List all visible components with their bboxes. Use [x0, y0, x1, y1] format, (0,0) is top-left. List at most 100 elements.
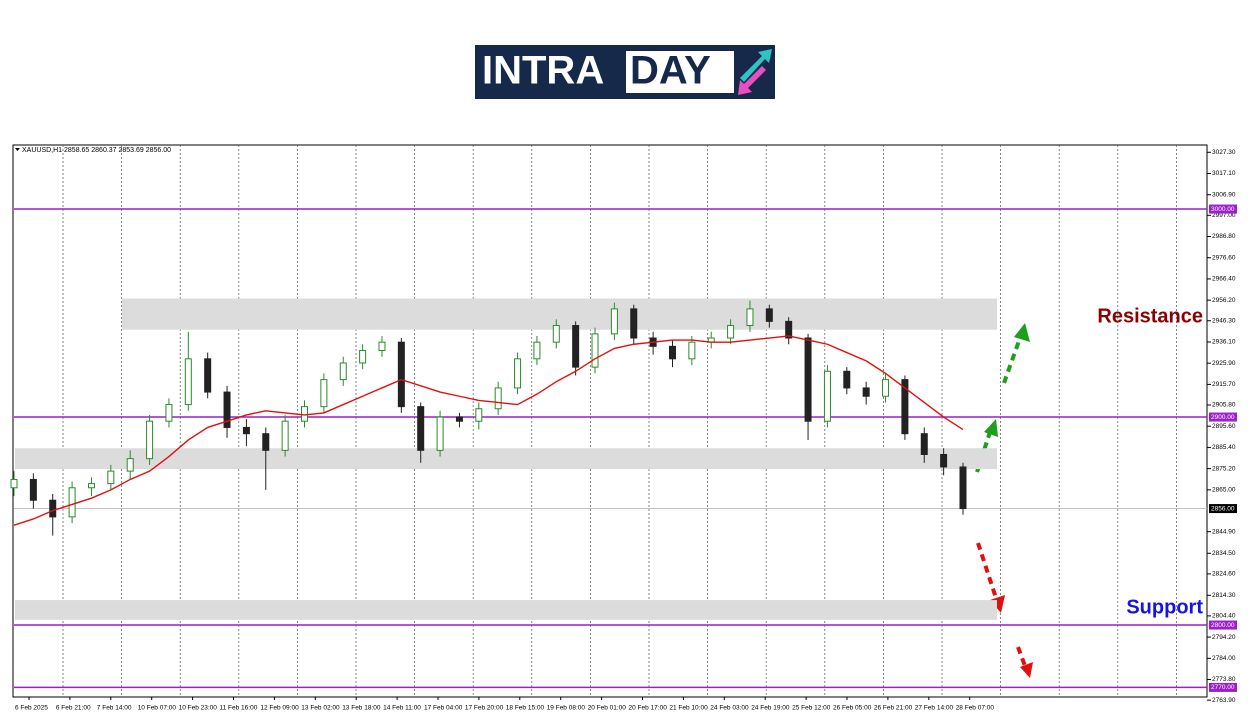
logo-left: INTRA: [482, 49, 604, 93]
y-tick-label: 2915.70: [1212, 381, 1236, 388]
logo-box: [626, 51, 734, 93]
candle-body: [417, 406, 425, 451]
y-tick-label: 2925.90: [1212, 360, 1236, 367]
candle-body: [920, 433, 928, 455]
candle-body: [320, 379, 328, 408]
candle-body: [940, 453, 948, 468]
candle-body: [591, 333, 599, 368]
candle-body: [862, 387, 870, 397]
y-tick-label: 2946.30: [1212, 317, 1236, 324]
candle-body: [184, 358, 192, 406]
candle-body: [223, 391, 231, 428]
level-tag-label: 3000.00: [1211, 206, 1235, 213]
candle-body: [262, 433, 270, 451]
moving-average: [13, 335, 964, 526]
y-tick-label: 2875.20: [1212, 465, 1236, 472]
candle-body: [552, 325, 560, 343]
candle-body: [823, 370, 831, 422]
candle-body: [668, 345, 676, 360]
candle-body: [68, 487, 76, 518]
candle-body: [49, 499, 57, 518]
y-tick-label: 2784.00: [1212, 655, 1236, 662]
candle-body: [126, 458, 134, 472]
x-tick-label: 13 Feb 18:00: [342, 705, 381, 712]
x-tick-label: 24 Feb 03:00: [710, 705, 749, 712]
x-tick-label: 11 Feb 16:00: [220, 705, 258, 712]
candle-body: [746, 308, 754, 327]
x-tick-label: 20 Feb 01:00: [588, 705, 627, 712]
y-tick-label: 2895.60: [1212, 423, 1236, 430]
candle-body: [339, 362, 347, 381]
candle-body: [533, 341, 541, 360]
x-tick-label: 18 Feb 15:00: [506, 705, 545, 712]
level-tag: [1209, 620, 1237, 630]
zone: [15, 448, 997, 470]
candle-body: [378, 341, 386, 351]
symbol-info: XAUUSD,H1 2858.65 2860.37 2853.69 2856.0…: [22, 147, 171, 154]
candle-body: [804, 337, 812, 422]
y-tick-label: 2956.20: [1212, 297, 1236, 304]
logo: INTRA DAY: [475, 45, 775, 99]
logo-arrow-up: [740, 49, 772, 82]
candle-body: [610, 308, 618, 335]
candle-body: [727, 325, 735, 339]
candle-body: [882, 379, 890, 397]
candle-body: [204, 358, 212, 393]
y-tick-label: 2966.40: [1212, 276, 1236, 283]
candle-body: [959, 466, 967, 510]
x-tick-label: 20 Feb 17:00: [629, 705, 668, 712]
arrow-down: [976, 542, 998, 599]
x-tick-label: 12 Feb 09:00: [260, 705, 299, 712]
x-tick-label: 25 Feb 12:00: [792, 705, 831, 712]
level-tag-label: 2770.00: [1211, 684, 1235, 691]
level-tag: [1209, 412, 1237, 422]
level-tag-label: 2900.00: [1211, 414, 1235, 421]
candle-body: [475, 408, 483, 422]
candle-body: [843, 370, 851, 389]
x-tick-label: 10 Feb 23:00: [179, 705, 218, 712]
x-tick-label: 21 Feb 10:00: [669, 705, 708, 712]
y-tick-label: 2976.60: [1212, 254, 1236, 261]
y-tick-label: 3017.10: [1212, 170, 1236, 177]
candle-body: [765, 308, 773, 322]
zone: [15, 600, 997, 620]
candle-body: [165, 404, 173, 422]
candle-body: [785, 320, 793, 339]
candle-body: [572, 325, 580, 368]
logo-arrow-down: [738, 66, 766, 95]
candle-body: [397, 341, 405, 408]
candle-body: [107, 470, 115, 485]
arrow-up: [1002, 337, 1022, 384]
level-tag: [1209, 682, 1237, 692]
y-tick-label: 2936.10: [1212, 339, 1236, 346]
candle-body: [146, 420, 154, 460]
y-tick-label: 2794.20: [1212, 634, 1236, 641]
arrow-down: [1016, 646, 1027, 667]
level-tag-label: 2800.00: [1211, 622, 1235, 629]
x-tick-label: 14 Feb 11:00: [383, 705, 421, 712]
arrowhead: [984, 419, 998, 437]
y-tick-label: 2986.80: [1212, 233, 1236, 240]
candle-body: [514, 358, 522, 389]
y-tick-label: 2905.80: [1212, 402, 1236, 409]
arrowhead: [1014, 323, 1030, 342]
candle-body: [10, 478, 18, 489]
candle-body: [242, 426, 250, 435]
y-tick-label: 2844.90: [1212, 528, 1236, 535]
candle-body: [29, 478, 37, 501]
y-tick-label: 2865.00: [1212, 487, 1236, 494]
candle-body: [455, 416, 463, 422]
y-tick-label: 2834.50: [1212, 550, 1236, 557]
y-tick-label: 2804.40: [1212, 613, 1236, 620]
arrowhead: [990, 595, 1005, 613]
annotation: Support: [1126, 597, 1203, 619]
y-tick-label: 2763.90: [1212, 697, 1236, 704]
candle-body: [494, 387, 502, 410]
y-tick-label: 3006.90: [1212, 191, 1236, 198]
y-tick-label: 3027.30: [1212, 149, 1236, 156]
x-tick-label: 26 Feb 21:00: [874, 705, 913, 712]
x-tick-label: 27 Feb 14:00: [915, 705, 954, 712]
logo-right: DAY: [630, 49, 711, 93]
candle-body: [436, 416, 444, 451]
